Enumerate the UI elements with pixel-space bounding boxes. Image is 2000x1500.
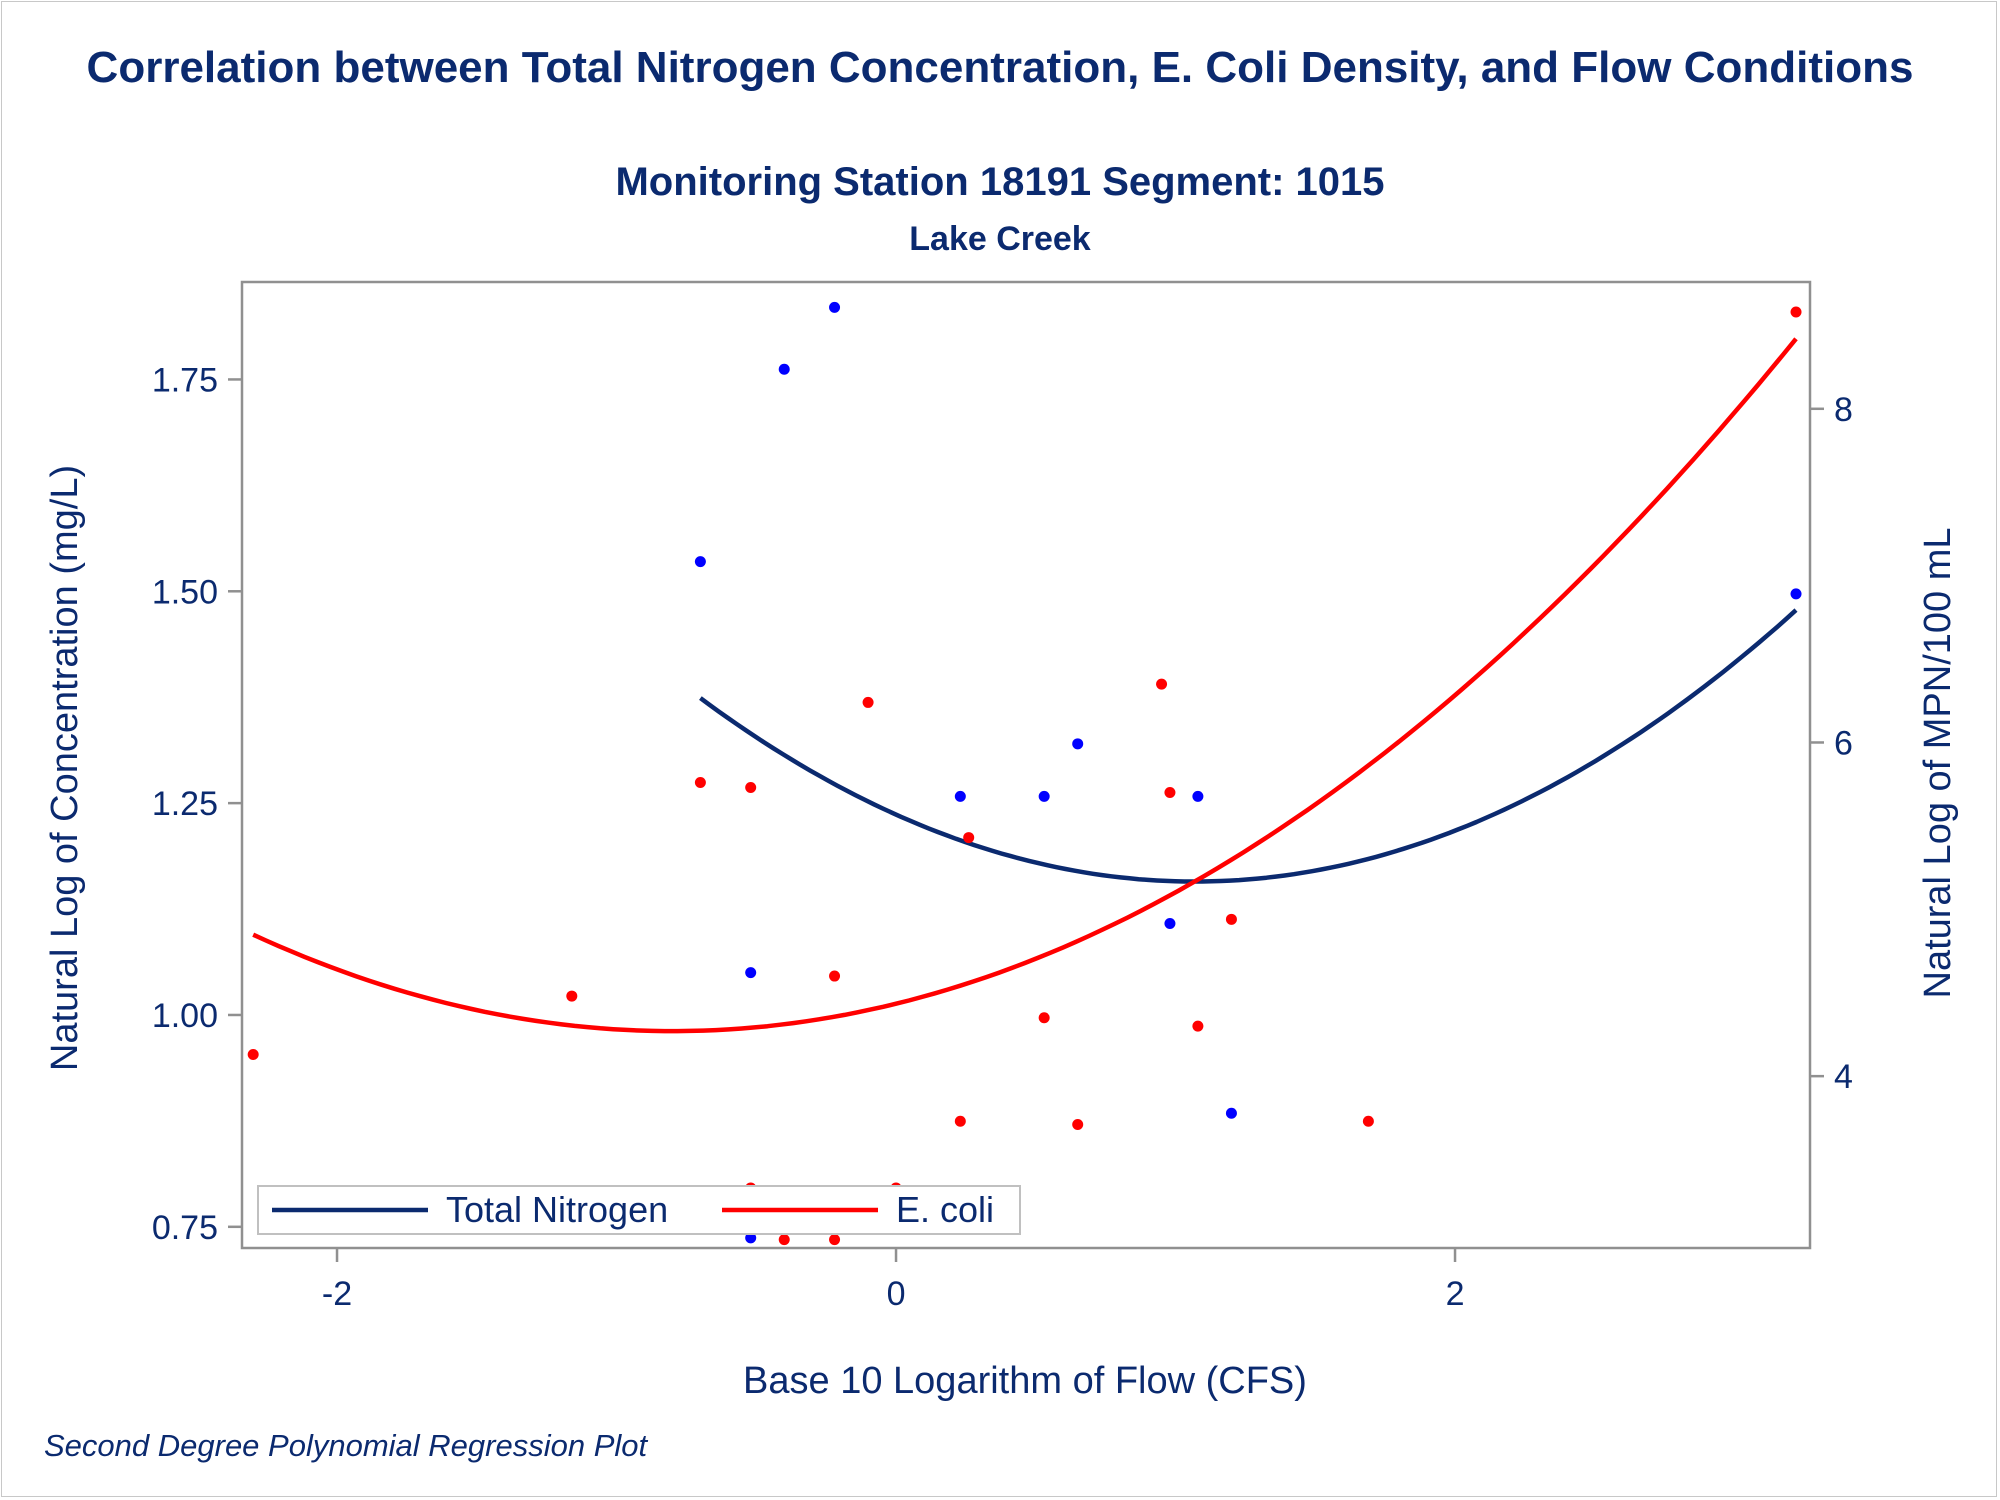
x-axis-label: Base 10 Logarithm of Flow (CFS) — [743, 1360, 1307, 1402]
total-nitrogen-data-point — [954, 790, 966, 802]
x-tick-label: -2 — [322, 1275, 352, 1313]
footnote: Second Degree Polynomial Regression Plot — [44, 1428, 648, 1463]
total-nitrogen-data-point — [1164, 917, 1176, 929]
y-left-tick-label: 1.50 — [152, 573, 218, 611]
total-nitrogen-data-point — [1225, 1107, 1237, 1119]
legend-label-e-coli: E. coli — [896, 1189, 994, 1230]
x-tick-label: 0 — [887, 1275, 906, 1313]
chart-title: Correlation between Total Nitrogen Conce… — [86, 43, 1914, 92]
y-right-tick-label: 8 — [1834, 391, 1853, 429]
e-coli-data-point — [1156, 678, 1168, 690]
total-nitrogen-data-point — [745, 1232, 757, 1244]
e-coli-data-point — [1192, 1020, 1204, 1032]
e-coli-data-point — [1038, 1012, 1050, 1024]
e-coli-data-point — [1790, 306, 1802, 318]
e-coli-data-point — [829, 970, 841, 982]
y-axis-right-label: Natural Log of MPN/100 mL — [1917, 527, 1959, 998]
e-coli-data-point — [862, 696, 874, 708]
e-coli-data-point — [829, 1234, 841, 1246]
y-left-tick-label: 1.25 — [152, 785, 218, 823]
e-coli-fit-line — [252, 337, 1798, 1034]
y-left-tick-label: 1.00 — [152, 997, 218, 1035]
total-nitrogen-data-point — [1072, 738, 1084, 750]
x-tick-label: 2 — [1446, 1275, 1465, 1313]
e-coli-data-point — [745, 782, 757, 794]
y-axis-left-label: Natural Log of Concentration (mg/L) — [44, 465, 86, 1071]
total-nitrogen-data-point — [1790, 588, 1802, 600]
legend-label-total-nitrogen: Total Nitrogen — [446, 1189, 668, 1230]
plot-border — [240, 280, 1812, 1250]
e-coli-data-point — [566, 990, 578, 1002]
total-nitrogen-fit-line — [699, 608, 1798, 884]
e-coli-data-point — [1164, 787, 1176, 799]
legend: Total Nitrogen E. coli — [257, 1185, 1021, 1235]
y-left-tick-label: 0.75 — [152, 1209, 218, 1247]
total-nitrogen-data-point — [829, 301, 841, 313]
y-right-tick-label: 4 — [1834, 1058, 1853, 1096]
y-left-tick-label: 1.75 — [152, 361, 218, 399]
total-nitrogen-data-point — [1038, 790, 1050, 802]
e-coli-data-point — [963, 832, 975, 844]
e-coli-data-point — [247, 1048, 259, 1060]
e-coli-data-point — [1072, 1119, 1084, 1131]
plot-area: -2 0 2 0.75 1.00 1.25 1.50 1.75 4 6 8 Total Nitroge… — [152, 280, 1853, 1313]
e-coli-data-point — [1362, 1115, 1374, 1127]
total-nitrogen-data-point — [694, 556, 706, 568]
chart-subtitle: Monitoring Station 18191 Segment: 1015 — [615, 160, 1385, 204]
total-nitrogen-data-point — [778, 363, 790, 375]
e-coli-data-point — [778, 1234, 790, 1246]
chart-subtitle-secondary: Lake Creek — [909, 220, 1091, 258]
total-nitrogen-data-point — [1192, 790, 1204, 802]
e-coli-data-point — [1225, 913, 1237, 925]
e-coli-data-point — [694, 777, 706, 789]
e-coli-data-point — [954, 1115, 966, 1127]
y-right-tick-label: 6 — [1834, 724, 1853, 762]
total-nitrogen-data-point — [745, 967, 757, 979]
